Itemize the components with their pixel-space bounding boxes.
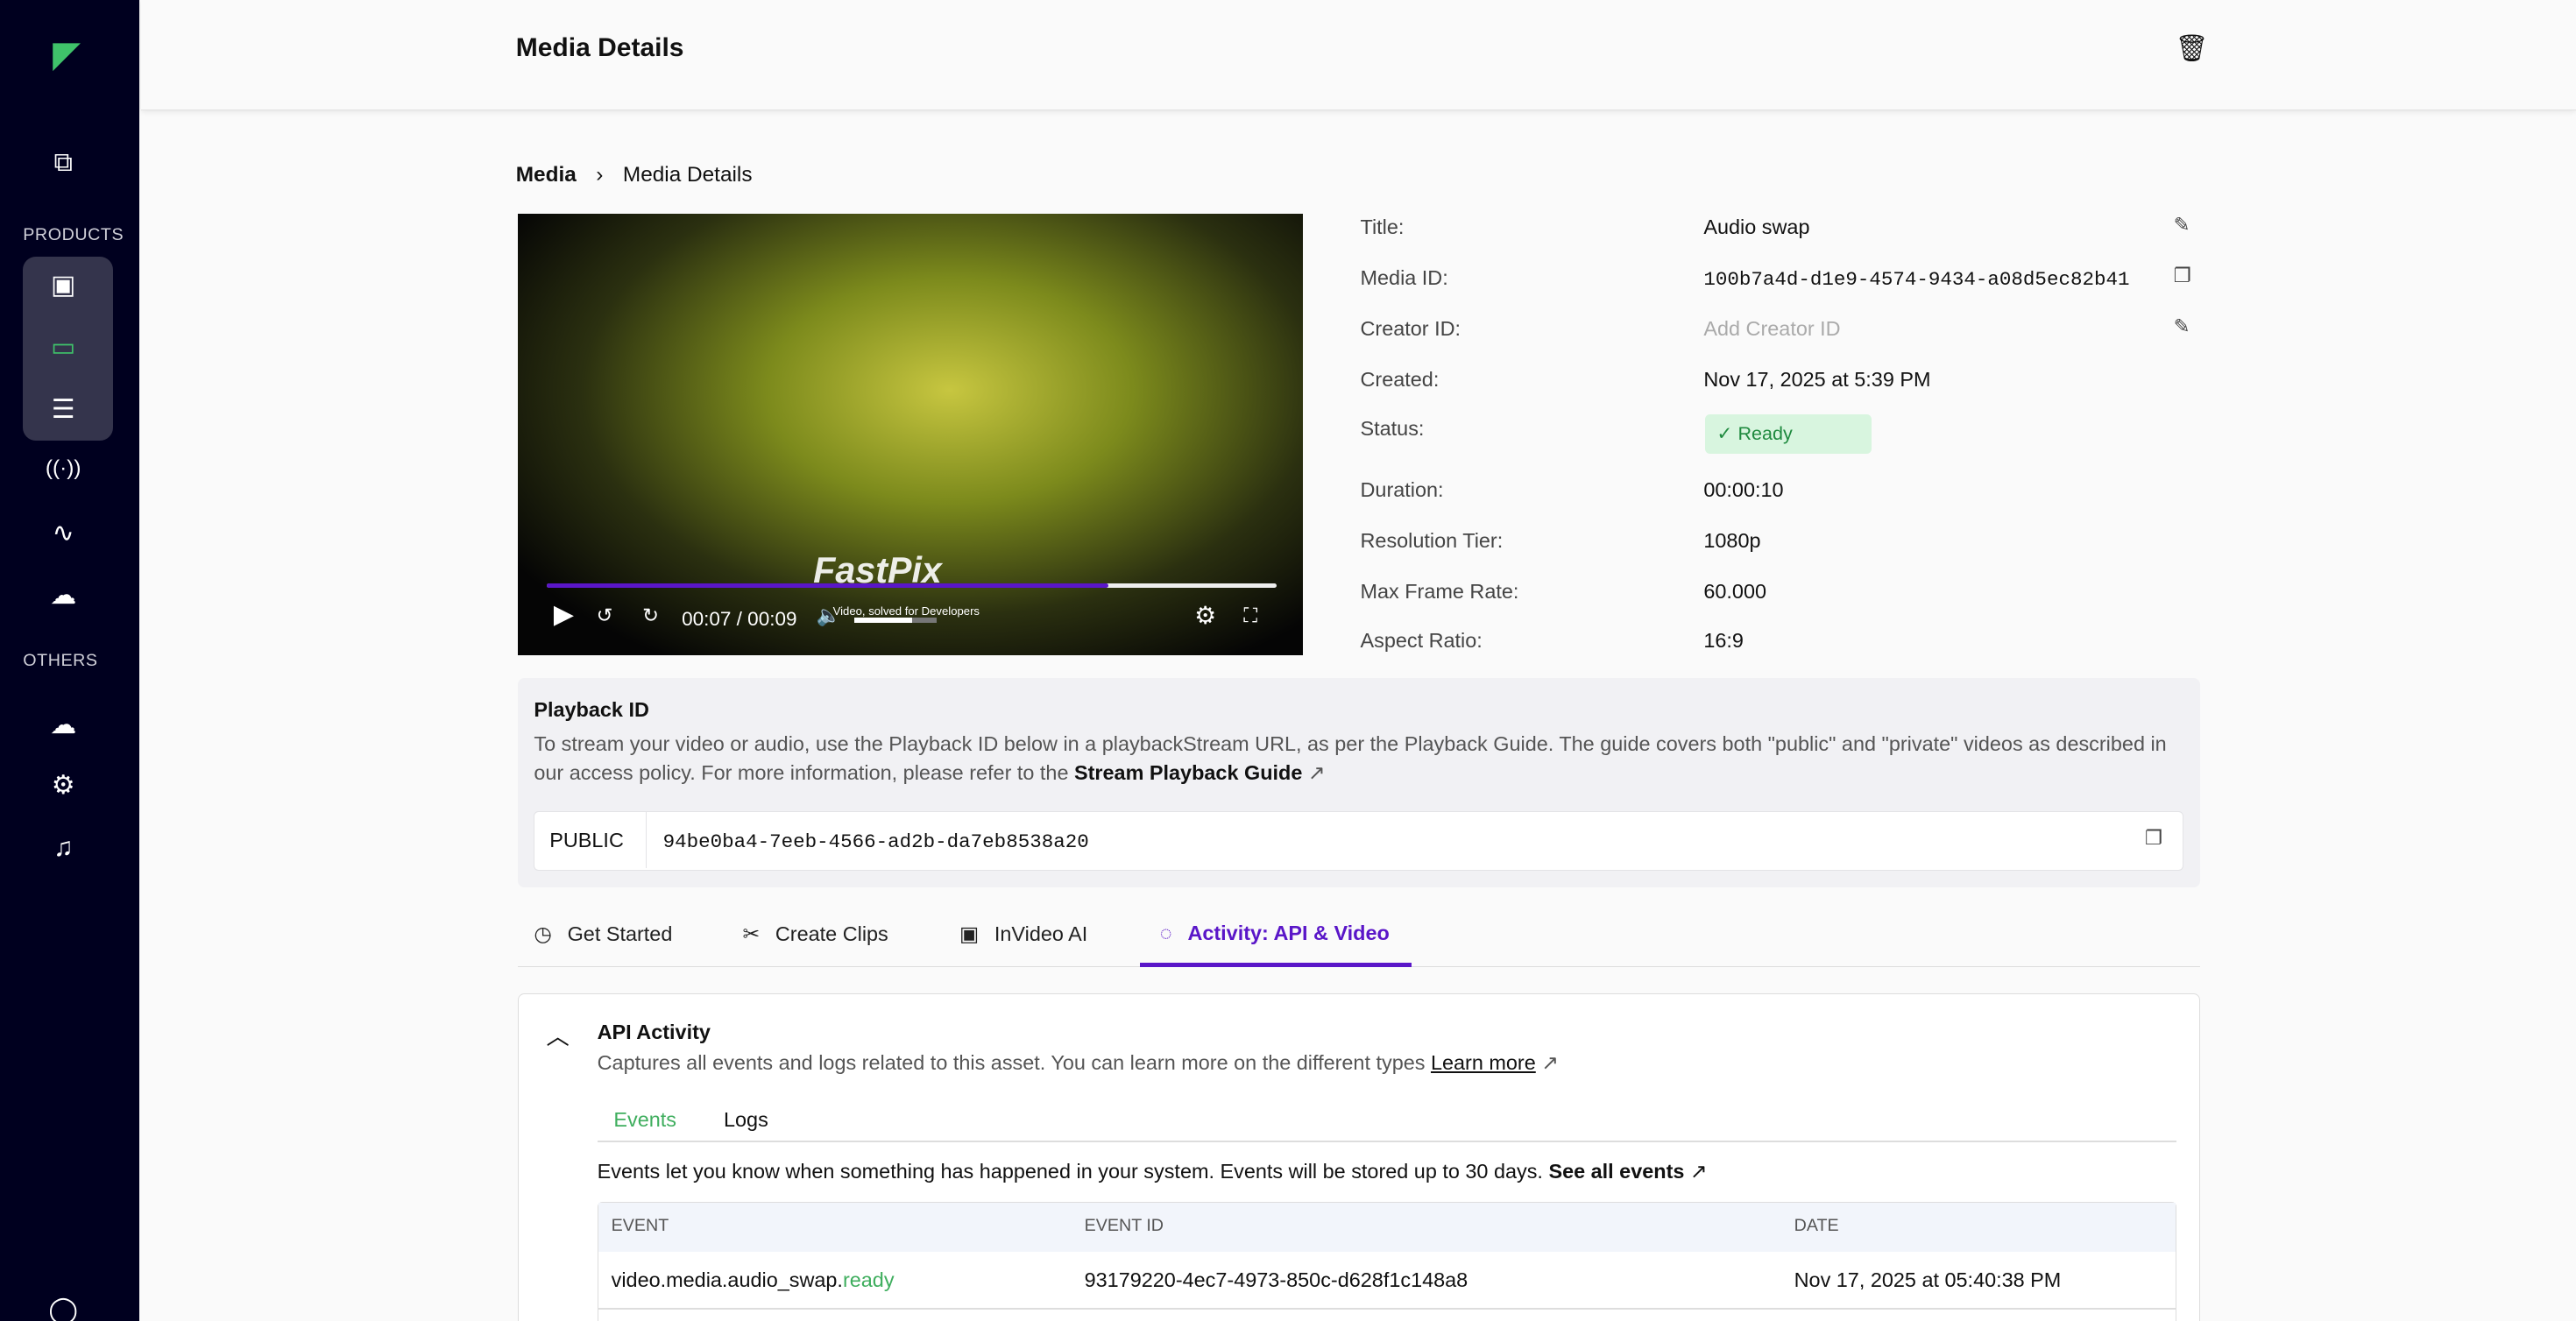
detail-label: Creator ID: (1360, 316, 1461, 340)
sidebar: ◤ ⧉ PRODUCTS ▣ ▭ ☰ ((·)) ∿ ☁ OTHERS ☁ ⚙ … (0, 0, 140, 1321)
column-date: DATE (1794, 1215, 1839, 1235)
add-media-icon[interactable]: ⧉ (53, 147, 73, 177)
column-event: EVENT (611, 1215, 669, 1235)
detail-value: 100b7a4d-d1e9-4574-9434-a08d5ec82b41 (1703, 267, 2130, 291)
events-table: EVENT EVENT ID DATE video.media.audio_sw… (597, 1201, 2176, 1321)
detail-value: 60.000 (1703, 579, 1767, 603)
policy-label: PUBLIC (534, 812, 647, 868)
support-headset-icon[interactable]: ♫ (53, 832, 74, 862)
api-activity-desc: Captures all events and logs related to … (597, 1051, 1559, 1075)
breadcrumb: Media › Media Details (516, 163, 753, 187)
active-tab-indicator (1140, 962, 1412, 968)
video-camera-icon[interactable]: ▭ (51, 332, 76, 362)
detail-label: Resolution Tier: (1360, 528, 1504, 552)
tab-create-clips[interactable]: ✂ Create Clips (742, 922, 888, 945)
api-activity-title: API Activity (597, 1021, 711, 1044)
detail-label: Created: (1360, 368, 1440, 391)
tab-invideo-ai[interactable]: ▣ InVideo AI (959, 922, 1088, 945)
copy-media-id-icon[interactable]: ❐ (2173, 264, 2191, 286)
playlist-icon[interactable]: ☰ (51, 395, 75, 424)
seek-progress (547, 583, 1109, 589)
detail-value: 16:9 (1703, 629, 1744, 653)
logo-icon[interactable]: ◤ (53, 33, 81, 74)
detail-label: Status: (1360, 417, 1425, 441)
time-display: 00:07 / 00:09 (682, 607, 797, 630)
volume-slider[interactable] (854, 618, 937, 623)
playback-id-value: 94be0ba4-7eeb-4566-ad2b-da7eb8538a20 (662, 830, 1089, 853)
cloud-icon[interactable]: ☁ (50, 710, 77, 739)
collapse-chevron-icon[interactable]: ︿ (546, 1022, 570, 1049)
live-stream-icon[interactable]: ((·)) (45, 456, 81, 481)
breadcrumb-current: Media Details (622, 162, 753, 187)
seek-bar[interactable] (547, 583, 1277, 589)
table-header (598, 1202, 2176, 1252)
table-row-date: Nov 17, 2025 at 05:40:38 PM (1794, 1268, 2062, 1291)
playback-title: Playback ID (534, 697, 649, 721)
detail-value: Audio swap (1703, 215, 1810, 238)
see-all-events-link[interactable]: See all events (1548, 1159, 1685, 1183)
events-desc: Events let you know when something has h… (597, 1159, 1708, 1183)
media-library-icon[interactable]: ▣ (51, 270, 76, 300)
volume-icon[interactable]: 🔈 (816, 604, 841, 626)
table-row-event[interactable]: video.media.audio_swap.ready (611, 1268, 895, 1291)
playback-id-panel: Playback ID To stream your video or audi… (517, 678, 2200, 887)
stream-playback-guide-link[interactable]: Stream Playback Guide (1073, 761, 1303, 785)
detail-label: Media ID: (1360, 265, 1448, 289)
playback-description: To stream your video or audio, use the P… (534, 731, 2167, 785)
edit-title-icon[interactable]: ✎ (2173, 213, 2190, 236)
detail-value: 00:00:10 (1703, 477, 1784, 501)
forward-10-icon[interactable]: ↻ (642, 604, 659, 626)
rewind-10-icon[interactable]: ↺ (596, 604, 613, 626)
top-bar (141, 0, 2576, 110)
tabs: ◷ Get Started ✂ Create Clips ▣ InVideo A… (517, 912, 2200, 968)
detail-label: Title: (1360, 215, 1405, 238)
tab-activity[interactable]: ◌ Activity: API & Video (1159, 921, 1390, 944)
learn-more-link[interactable]: Learn more (1430, 1051, 1536, 1075)
edit-creator-id-icon[interactable]: ✎ (2173, 315, 2190, 337)
others-label: OTHERS (23, 650, 98, 670)
table-row-event-id: 93179220-4ec7-4973-850c-d628f1c148a8 (1084, 1268, 1468, 1291)
subtab-events[interactable]: Events (613, 1107, 676, 1131)
video-player[interactable]: FastPix Video, solved for Developers ▶ ↺… (517, 213, 1303, 656)
delete-trash-icon[interactable]: 🗑 (2175, 33, 2209, 63)
analytics-icon[interactable]: ∿ (52, 518, 74, 547)
fullscreen-icon[interactable]: ⛶ (1243, 604, 1258, 626)
column-event-id: EVENT ID (1084, 1215, 1164, 1235)
check-circle-icon: ✓ (1716, 421, 1733, 444)
subtab-divider (597, 1141, 2176, 1143)
user-avatar-icon[interactable]: ◯ (48, 1295, 78, 1321)
detail-label: Aspect Ratio: (1360, 629, 1483, 653)
cloud-play-icon[interactable]: ☁ (50, 580, 77, 610)
detail-value: 1080p (1703, 528, 1761, 552)
creator-id-input[interactable]: Add Creator ID (1703, 316, 1841, 340)
play-icon[interactable]: ▶ (553, 600, 574, 630)
status-badge: ✓ Ready (1705, 413, 1872, 454)
settings-icon[interactable]: ⚙ (1194, 602, 1217, 630)
detail-value: Nov 17, 2025 at 5:39 PM (1703, 368, 1931, 391)
brand-tagline: Video, solved for Developers (832, 604, 980, 618)
row-divider (598, 1307, 2176, 1310)
page-title: Media Details (515, 32, 684, 62)
chevron-right-icon: › (596, 162, 604, 187)
products-label: PRODUCTS (23, 224, 124, 244)
subtab-logs[interactable]: Logs (724, 1107, 768, 1131)
playback-id-row: PUBLIC 94be0ba4-7eeb-4566-ad2b-da7eb8538… (534, 811, 2183, 871)
detail-label: Duration: (1360, 477, 1444, 501)
products-group (23, 256, 114, 441)
settings-gear-icon[interactable]: ⚙ (51, 771, 75, 801)
api-activity-card: ︿ API Activity Captures all events and l… (517, 993, 2200, 1321)
tab-get-started[interactable]: ◷ Get Started (534, 922, 673, 945)
detail-label: Max Frame Rate: (1360, 579, 1519, 603)
copy-playback-id-icon[interactable]: ❐ (2144, 827, 2163, 850)
breadcrumb-media[interactable]: Media (515, 162, 577, 187)
